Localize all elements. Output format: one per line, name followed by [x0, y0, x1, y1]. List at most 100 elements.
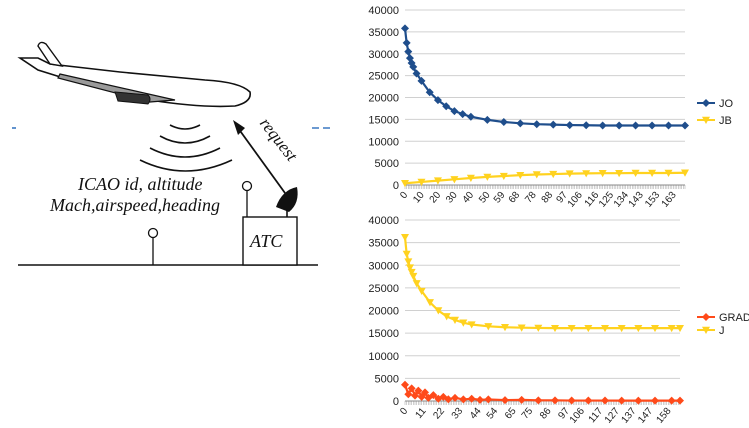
data-point-j: [407, 268, 416, 277]
data-point-grad: [501, 396, 509, 405]
legend-label-jb: JB: [719, 115, 732, 127]
legend-label-jo: JO: [719, 98, 734, 110]
data-point-jo: [405, 54, 414, 63]
data-point-jo: [631, 121, 640, 130]
data-point-j: [412, 280, 421, 288]
data-point-jb: [401, 180, 409, 188]
data-point-j: [401, 233, 409, 242]
data-point-grad: [517, 395, 526, 404]
request-label: request: [256, 114, 302, 166]
data-point-grad: [444, 395, 453, 404]
data-point-jb: [516, 171, 525, 180]
data-point-j: [617, 324, 626, 333]
radar-dish-icon: [276, 187, 298, 217]
data-point-j: [426, 299, 434, 307]
data-point-j: [501, 324, 509, 332]
data-point-grad: [667, 396, 676, 405]
x-tick-label: 147: [636, 406, 655, 426]
x-tick-label: 78: [523, 190, 539, 206]
x-tick-label: 54: [485, 406, 501, 422]
x-tick-label: 11: [414, 406, 429, 421]
data-point-grad: [567, 396, 576, 405]
data-point-j: [409, 272, 418, 281]
data-point-grad: [411, 391, 419, 400]
broadcast-info-line2: Mach,airspeed,heading: [49, 195, 220, 215]
y-tick-label: 0: [393, 396, 399, 408]
data-point-jo: [407, 58, 416, 67]
data-point-grad: [484, 395, 493, 404]
data-point-jo: [401, 24, 409, 33]
data-point-jo: [598, 121, 607, 130]
data-point-jo: [425, 88, 434, 97]
data-point-grad: [534, 396, 543, 405]
antenna-icon: [241, 180, 253, 217]
y-tick-label: 40000: [368, 5, 399, 17]
data-point-grad: [401, 380, 409, 389]
x-tick-label: 143: [627, 190, 646, 210]
y-tick-label: 25000: [368, 71, 399, 83]
data-point-jb: [615, 169, 624, 178]
data-point-jo: [582, 121, 591, 130]
x-tick-label: 97: [554, 190, 570, 206]
y-tick-label: 30000: [368, 260, 399, 272]
data-point-jb: [664, 169, 673, 177]
x-tick-label: 163: [660, 190, 679, 210]
data-point-grad: [651, 396, 659, 405]
data-point-jo: [450, 107, 459, 116]
x-tick-label: 20: [428, 190, 444, 206]
data-point-j: [534, 324, 543, 332]
y-tick-label: 35000: [368, 238, 399, 250]
data-point-grad: [451, 393, 459, 402]
data-point-jb: [532, 171, 541, 179]
data-point-jb: [582, 170, 591, 178]
x-tick-label: 44: [468, 406, 484, 422]
x-tick-label: 86: [538, 406, 554, 422]
data-point-jo: [458, 110, 467, 119]
y-tick-label: 10000: [368, 351, 399, 363]
x-tick-label: 68: [507, 190, 523, 206]
data-point-jo: [466, 112, 475, 121]
legend-marker: [702, 326, 710, 334]
data-point-jb: [631, 169, 640, 177]
x-tick-label: 106: [566, 190, 585, 210]
data-point-jb: [499, 172, 508, 181]
y-tick-label: 15000: [368, 328, 399, 340]
x-tick-label: 88: [540, 190, 556, 206]
legend-marker: [702, 313, 710, 321]
legend-marker: [702, 116, 710, 124]
data-point-jb: [681, 169, 689, 177]
data-point-grad: [407, 384, 416, 393]
y-tick-label: 10000: [368, 136, 399, 148]
broadcast-info-line1: ICAO id, altitude: [77, 174, 203, 194]
data-point-jo: [417, 76, 426, 85]
y-tick-label: 5000: [375, 158, 399, 170]
data-point-jo: [409, 62, 418, 71]
x-tick-label: 117: [587, 406, 606, 426]
x-tick-label: 40: [461, 190, 477, 206]
data-point-jo: [532, 120, 541, 129]
x-tick-label: 30: [444, 190, 460, 206]
data-point-jo: [664, 121, 673, 130]
data-point-j: [459, 319, 468, 327]
series-line-jb: [404, 171, 686, 185]
x-tick-label: 50: [477, 190, 493, 206]
data-point-j: [584, 324, 593, 333]
series-line-grad: [403, 384, 680, 402]
data-point-j: [406, 264, 414, 272]
data-point-grad: [617, 396, 626, 405]
data-point-j: [667, 324, 676, 333]
data-point-jo: [549, 120, 558, 129]
data-point-jo: [565, 121, 574, 130]
x-tick-label: 59: [492, 190, 508, 206]
data-point-grad: [467, 394, 476, 403]
data-point-jo: [516, 119, 525, 128]
x-tick-label: 137: [619, 406, 638, 426]
data-point-j: [517, 324, 526, 332]
data-point-grad: [414, 386, 423, 395]
data-point-j: [451, 316, 459, 325]
data-point-grad: [676, 396, 684, 405]
broadcast-waves-icon: [139, 124, 233, 172]
data-point-jb: [565, 170, 574, 178]
x-tick-label: 134: [612, 190, 631, 210]
request-arrow-icon: [233, 120, 286, 194]
